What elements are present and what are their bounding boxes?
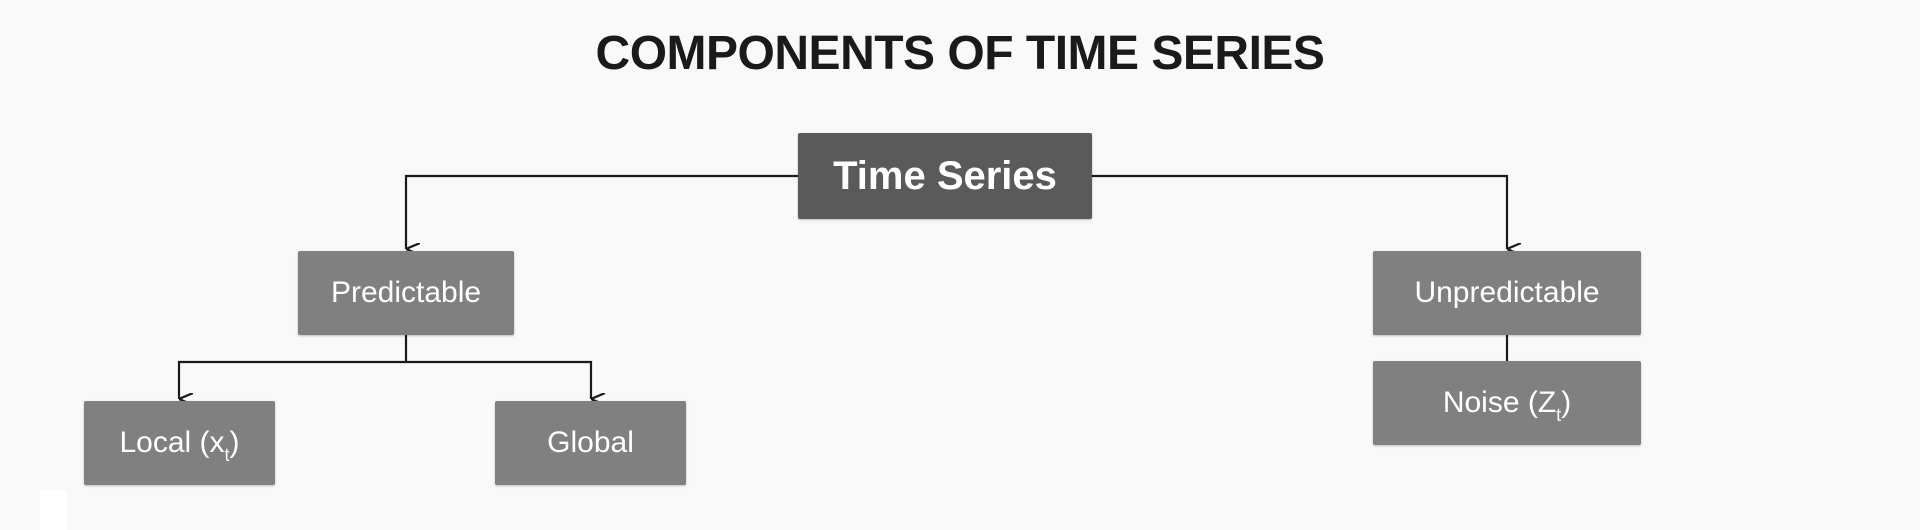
node-global-label: Global [547,426,634,459]
connector-predictable-global [406,360,591,399]
corner-patch [40,490,67,530]
node-noise-label: Noise (Zt) [1442,386,1572,425]
diagram-title: COMPONENTS OF TIME SERIES [595,27,1325,80]
node-local: Local (xt) [84,401,275,485]
node-noise: Noise (Zt) [1373,361,1641,445]
node-unpredictable-label: Unpredictable [1414,276,1600,309]
node-predictable-label: Predictable [330,276,482,309]
node-local-label: Local (xt) [119,426,240,465]
node-global: Global [495,401,686,485]
connector-root-predictable [404,174,798,249]
connector-predictable-local [177,360,406,399]
node-time-series: Time Series [798,133,1092,219]
node-unpredictable: Unpredictable [1373,251,1641,335]
node-predictable: Predictable [298,251,514,335]
connector-root-unpredictable [1092,174,1507,249]
node-time-series-label: Time Series [833,153,1057,198]
